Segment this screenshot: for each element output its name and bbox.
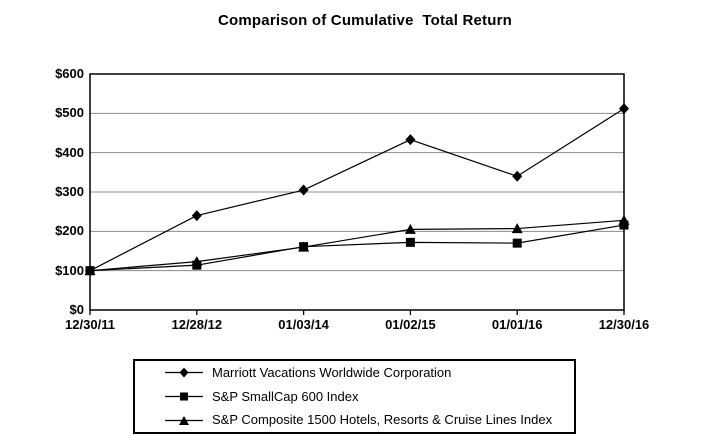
y-tick-label-500: $500 <box>55 105 84 121</box>
x-tick-label-4: 01/01/16 <box>491 317 543 332</box>
data-point-s-p-smallcap-600-index-3 <box>405 237 415 247</box>
data-point-s-p-smallcap-600-index-2 <box>299 242 309 252</box>
x-tick-label-5: 12/30/16 <box>598 317 650 332</box>
series-line-s-p-composite-1500-hotels-resorts-cruise <box>89 219 625 272</box>
square-marker-icon <box>165 392 203 401</box>
chart-title: Comparison of Cumulative Total Return <box>217 12 512 29</box>
legend-item-s-p-composite-1500-hotels-resorts-cruise: S&P Composite 1500 Hotels, Resorts & Cru… <box>165 408 574 432</box>
triangle-marker-icon <box>165 415 203 425</box>
legend-item-marriott-vacations-worldwide-corporation: Marriott Vacations Worldwide Corporation <box>165 361 574 385</box>
data-point-marriott-vacations-worldwide-corporation-5 <box>619 103 629 115</box>
legend: Marriott Vacations Worldwide Corporation… <box>133 359 576 434</box>
y-tick-label-200: $200 <box>55 223 84 239</box>
y-tick-label-100: $100 <box>55 262 84 278</box>
x-tick-label-2: 01/03/14 <box>278 317 329 332</box>
legend-triangle <box>179 415 189 425</box>
series-line-s-p-smallcap-600-index <box>89 224 625 272</box>
y-tick-label-0: $0 <box>69 302 84 317</box>
data-point-s-p-smallcap-600-index-5 <box>619 220 629 230</box>
data-point-marriott-vacations-worldwide-corporation-2 <box>298 184 309 196</box>
y-tick-label-400: $400 <box>55 144 84 160</box>
x-tick-label-0: 12/30/11 <box>65 317 115 332</box>
legend-label: S&P Composite 1500 Hotels, Resorts & Cru… <box>212 412 553 428</box>
y-tick-label-600: $600 <box>55 66 84 81</box>
data-point-s-p-smallcap-600-index-1 <box>192 260 202 270</box>
y-tick-label-300: $300 <box>55 184 84 199</box>
data-point-s-p-smallcap-600-index-0 <box>85 266 95 276</box>
data-point-marriott-vacations-worldwide-corporation-1 <box>191 210 202 222</box>
legend-label: Marriott Vacations Worldwide Corporation <box>212 364 452 380</box>
plot-frame <box>89 73 625 311</box>
data-point-s-p-smallcap-600-index-4 <box>512 238 522 248</box>
x-tick-label-1: 12/28/12 <box>171 317 223 332</box>
data-point-marriott-vacations-worldwide-corporation-4 <box>512 170 523 182</box>
diamond-marker-icon <box>165 367 203 378</box>
data-point-s-p-composite-1500-hotels-resorts-cruise-4 <box>511 223 523 234</box>
legend-label: S&P SmallCap 600 Index <box>212 388 359 404</box>
data-point-s-p-composite-1500-hotels-resorts-cruise-3 <box>404 223 416 234</box>
legend-item-s-p-smallcap-600-index: S&P SmallCap 600 Index <box>165 385 574 409</box>
series-line-marriott-vacations-worldwide-corporation <box>89 108 625 272</box>
legend-diamond <box>179 367 189 378</box>
x-tick-label-3: 01/02/15 <box>385 317 436 332</box>
legend-square <box>180 392 188 401</box>
data-point-marriott-vacations-worldwide-corporation-3 <box>405 134 416 146</box>
